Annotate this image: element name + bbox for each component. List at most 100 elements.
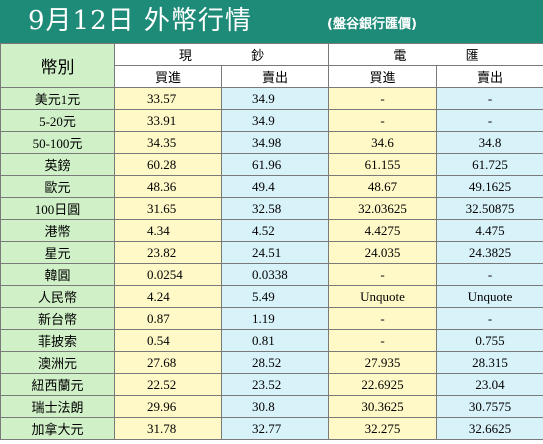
table-row: 港幣 4.34 4.52 4.4275 4.475 [0,219,543,242]
table-row: 5-20元 33.91 34.9- - [0,109,543,132]
cash-buy-cell: 29.96 [114,395,222,418]
wire-sell-cell: - [436,307,543,330]
wire-buy-cell: - [328,307,438,330]
cash-sell-cell: 34.98 [220,131,330,154]
header-row-groups: 幣別 現 鈔 電 匯 [0,43,543,88]
wire-sell-cell: 0.755 [436,329,543,352]
wire-buy-cell: - [328,109,438,132]
page-subtitle: (盤谷銀行匯價) [327,17,417,32]
table-row: 紐西蘭元 22.52 23.52 22.6925 23.04 [0,373,543,396]
cash-sell-cell: 0.0338 [220,263,330,286]
cash-sell-cell: 0.81 [220,329,330,352]
wire-sell-cell: Unquote [436,285,543,308]
wire-buy-cell: - [328,329,438,352]
currency-cell: 紐西蘭元 [0,373,115,396]
header-wire: 電 匯 [328,43,543,66]
table-row: 50-100元 34.35 34.98 34.6 34.8 [0,131,543,154]
wire-buy-cell: 22.6925 [328,373,438,396]
currency-cell: 人民幣 [0,285,115,308]
table-row: 美元1元 33.57 34.9- - [0,87,543,110]
cash-sell-cell: 28.52 [220,351,330,374]
page-title: 9月12日 外幣行情 [28,6,252,36]
cash-buy-cell: 33.91 [114,109,222,132]
cash-sell-cell: 34.9 [220,87,330,110]
header-cash-buy: 買進 [114,65,222,88]
table-row: 歐元 48.36 49.4 48.67 49.1625 [0,175,543,198]
cash-sell-cell: 34.9 [220,109,330,132]
cash-buy-cell: 0.0254 [114,263,222,286]
table-row: 韓圓 0.0254 0.0338- - [0,263,543,286]
header-currency: 幣別 [0,43,115,88]
currency-cell: 英鎊 [0,153,115,176]
wire-buy-cell: 24.035 [328,241,438,264]
wire-sell-cell: - [436,263,543,286]
wire-buy-cell: Unquote [328,285,438,308]
cash-buy-cell: 48.36 [114,175,222,198]
wire-buy-cell: 34.6 [328,131,438,154]
wire-sell-cell: - [436,87,543,110]
cash-buy-cell: 27.68 [114,351,222,374]
table-row: 星元 23.82 24.51 24.035 24.3825 [0,241,543,264]
cash-buy-cell: 22.52 [114,373,222,396]
wire-buy-cell: - [328,87,438,110]
cash-buy-cell: 0.54 [114,329,222,352]
wire-sell-cell: 30.7575 [436,395,543,418]
wire-buy-cell: 30.3625 [328,395,438,418]
table-row: 菲披索 0.54 0.81-0.755 [0,329,543,352]
header-wire-sell: 賣出 [436,65,543,88]
currency-cell: 澳洲元 [0,351,115,374]
header-cash: 現 鈔 [113,43,330,66]
table-row: 瑞士法朗 29.96 30.8 30.3625 30.7575 [0,395,543,418]
table-row: 加拿大元 31.78 32.77 32.275 32.6625 [0,417,543,440]
currency-cell: 星元 [0,241,115,264]
cash-sell-cell: 61.96 [220,153,330,176]
table-row: 100日圓 31.65 32.58 32.03625 32.50875 [0,197,543,220]
title-bar: 9月12日 外幣行情 (盤谷銀行匯價) [0,0,543,43]
wire-buy-cell: 32.275 [328,417,438,440]
currency-cell: 港幣 [0,219,115,242]
cash-buy-cell: 34.35 [114,131,222,154]
header-cash-sell: 賣出 [220,65,330,88]
cash-sell-cell: 23.52 [220,373,330,396]
exchange-rate-table: 幣別 現 鈔 電 匯 買進 賣出 買進 賣出 美元1元 33.57 34.9- -5-… [0,43,543,440]
header-row-sub: 買進 賣出 買進 賣出 [1,65,543,88]
header-wire-buy: 買進 [328,65,438,88]
cash-sell-cell: 4.52 [220,219,330,242]
cash-buy-cell: 60.28 [114,153,222,176]
cash-buy-cell: 0.87 [114,307,222,330]
wire-buy-cell: 27.935 [328,351,438,374]
table-row: 英鎊 60.28 61.96 61.155 61.725 [0,153,543,176]
wire-sell-cell: 61.725 [436,153,543,176]
currency-cell: 50-100元 [0,131,115,154]
wire-sell-cell: 32.50875 [436,197,543,220]
wire-sell-cell: 34.8 [436,131,543,154]
wire-buy-cell: 61.155 [328,153,438,176]
cash-sell-cell: 32.58 [220,197,330,220]
cash-buy-cell: 31.65 [114,197,222,220]
cash-buy-cell: 23.82 [114,241,222,264]
wire-sell-cell: 49.1625 [436,175,543,198]
currency-cell: 美元1元 [0,87,115,110]
rate-rows: 美元1元 33.57 34.9- -5-20元 33.91 34.9- -50-100元 34… [0,87,543,440]
table-row: 新台幣 0.87 1.19- - [0,307,543,330]
currency-cell: 韓圓 [0,263,115,286]
wire-buy-cell: 32.03625 [328,197,438,220]
table-row: 澳洲元 27.68 28.52 27.935 28.315 [0,351,543,374]
wire-sell-cell: 23.04 [436,373,543,396]
cash-sell-cell: 5.49 [220,285,330,308]
cash-sell-cell: 24.51 [220,241,330,264]
wire-sell-cell: 32.6625 [436,417,543,440]
wire-buy-cell: 4.4275 [328,219,438,242]
currency-cell: 歐元 [0,175,115,198]
currency-cell: 100日圓 [0,197,115,220]
currency-cell: 新台幣 [0,307,115,330]
wire-buy-cell: - [328,263,438,286]
cash-sell-cell: 49.4 [220,175,330,198]
currency-cell: 菲披索 [0,329,115,352]
currency-cell: 5-20元 [0,109,115,132]
cash-buy-cell: 4.24 [114,285,222,308]
wire-sell-cell: 24.3825 [436,241,543,264]
table-row: 人民幣 4.24 5.49 Unquote Unquote [0,285,543,308]
wire-buy-cell: 48.67 [328,175,438,198]
